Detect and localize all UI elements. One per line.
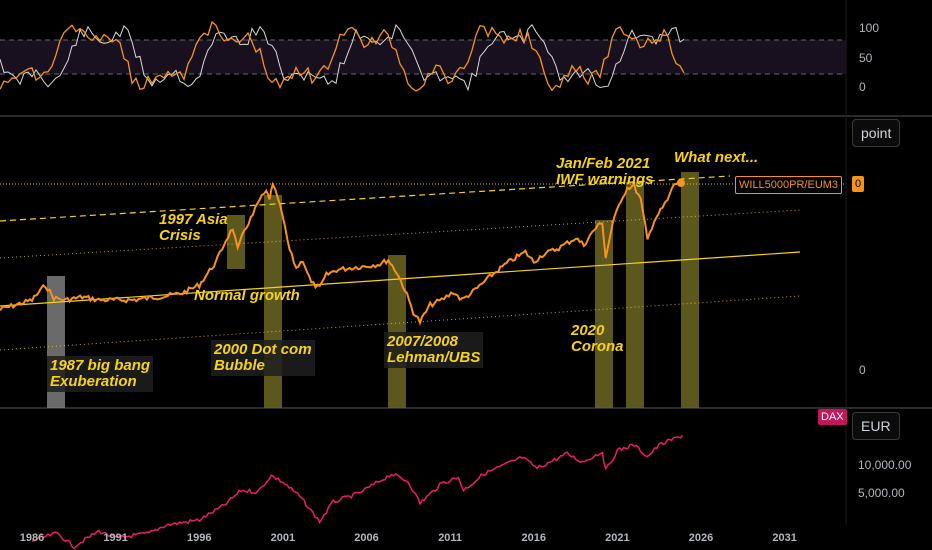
x-tick-2011: 2011 [438, 532, 462, 544]
dax-scale-5000: 5,000.00 [858, 486, 905, 500]
annotation-2020-corona: 2020 Corona [571, 322, 624, 355]
osc-scale-50: 50 [859, 51, 873, 65]
dax-scale-10000: 10,000.00 [858, 458, 912, 472]
oscillator-line-2 [0, 20, 685, 92]
dax-series-line [31, 434, 684, 550]
main-value-tag: 0 [852, 176, 865, 192]
annotation-1997-asia: 1997 Asia Crisis [159, 211, 228, 244]
main-series-label[interactable]: WILL5000PR/EUM3 [735, 176, 843, 194]
annotation-1987-big-bang: 1987 big bang Exuberation [47, 356, 154, 392]
x-tick-2031: 2031 [772, 532, 796, 544]
main-scale-zero: 0 [859, 363, 866, 377]
oscillator-lines [0, 20, 685, 92]
annotation-2000-dotcom: 2000 Dot com Bubble [211, 340, 315, 376]
x-tick-1991: 1991 [103, 532, 127, 544]
oscillator-line-1 [0, 23, 685, 92]
x-tick-2001: 2001 [271, 532, 295, 544]
annotation-2008-lehman: 2007/2008 Lehman/UBS [384, 332, 484, 368]
last-value-dot [676, 179, 685, 187]
dax-unit-selector[interactable]: EUR [852, 412, 900, 440]
annotation-what-next: What next... [674, 149, 759, 166]
osc-scale-100: 100 [859, 21, 880, 35]
channel-upper-dotted [0, 209, 801, 259]
time-axis[interactable]: 1986 1991 1996 2001 2006 2011 2016 2021 2026 2031 [20, 532, 797, 544]
main-unit-selector[interactable]: point [852, 119, 901, 147]
channel-upper-dashed [0, 175, 731, 222]
oscillator-pane [0, 39, 846, 75]
annotation-normal-growth: Normal growth [194, 287, 300, 304]
main-series-line [0, 180, 682, 326]
x-tick-2016: 2016 [522, 532, 546, 544]
dax-series [31, 434, 684, 550]
osc-scale-0: 0 [859, 80, 866, 94]
x-tick-1986: 1986 [20, 532, 44, 544]
x-tick-2006: 2006 [354, 532, 378, 544]
x-tick-2026: 2026 [689, 532, 713, 544]
channel-lower-dotted [0, 295, 801, 351]
main-series [0, 179, 685, 326]
highlight-2024 [681, 172, 699, 408]
annotation-iwf-warnings: Jan/Feb 2021 IWF warnings [556, 155, 654, 188]
highlight-2020 [595, 220, 613, 408]
x-tick-1996: 1996 [187, 532, 211, 544]
highlight-2021 [626, 182, 644, 408]
x-tick-2021: 2021 [605, 532, 629, 544]
dax-label-tag[interactable]: DAX [818, 409, 847, 425]
event-highlights [47, 172, 699, 408]
highlight-2008 [388, 255, 406, 408]
